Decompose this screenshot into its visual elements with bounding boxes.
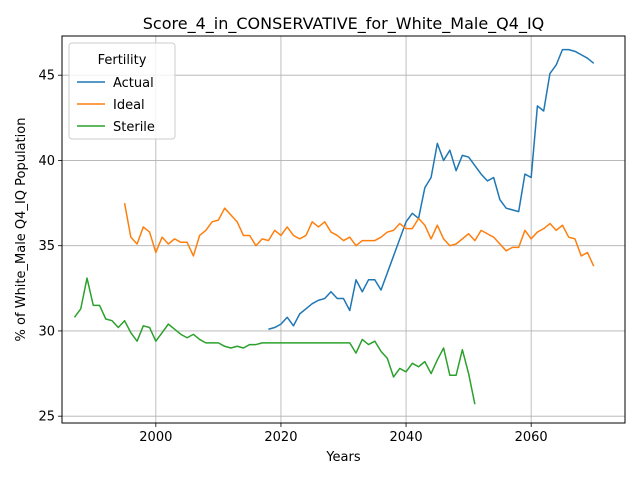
legend: Fertility Actual Ideal Sterile: [68, 42, 176, 140]
x-tick-label: 2020: [264, 430, 297, 445]
legend-entry: Ideal: [113, 98, 145, 113]
y-tick-label: 45: [38, 69, 55, 84]
chart-title: Score_4_in_CONSERVATIVE_for_White_Male_Q…: [143, 14, 545, 34]
y-tick-label: 25: [38, 410, 55, 425]
y-tick-label: 40: [38, 154, 55, 169]
y-axis-label: % of White_Male Q4_IQ Population: [14, 118, 29, 342]
series-line-actual: [268, 48, 595, 330]
x-tick-label: 2000: [139, 430, 172, 445]
axis-ticks: 2000 2020 2040 2060 25 30 35 40 45: [38, 69, 547, 445]
legend-box: [68, 42, 176, 140]
series-line-sterile: [73, 277, 476, 405]
series-lines: [73, 48, 595, 405]
y-tick-label: 35: [38, 239, 55, 254]
x-tick-label: 2040: [390, 430, 423, 445]
legend-entry: Actual: [113, 76, 154, 91]
x-tick-label: 2060: [515, 430, 548, 445]
x-axis-label: Years: [325, 450, 361, 465]
legend-title: Fertility: [98, 53, 147, 68]
y-tick-label: 30: [38, 324, 55, 339]
series-line-ideal: [123, 202, 595, 267]
plot-frame: [61, 35, 626, 424]
legend-entry: Sterile: [113, 120, 155, 135]
